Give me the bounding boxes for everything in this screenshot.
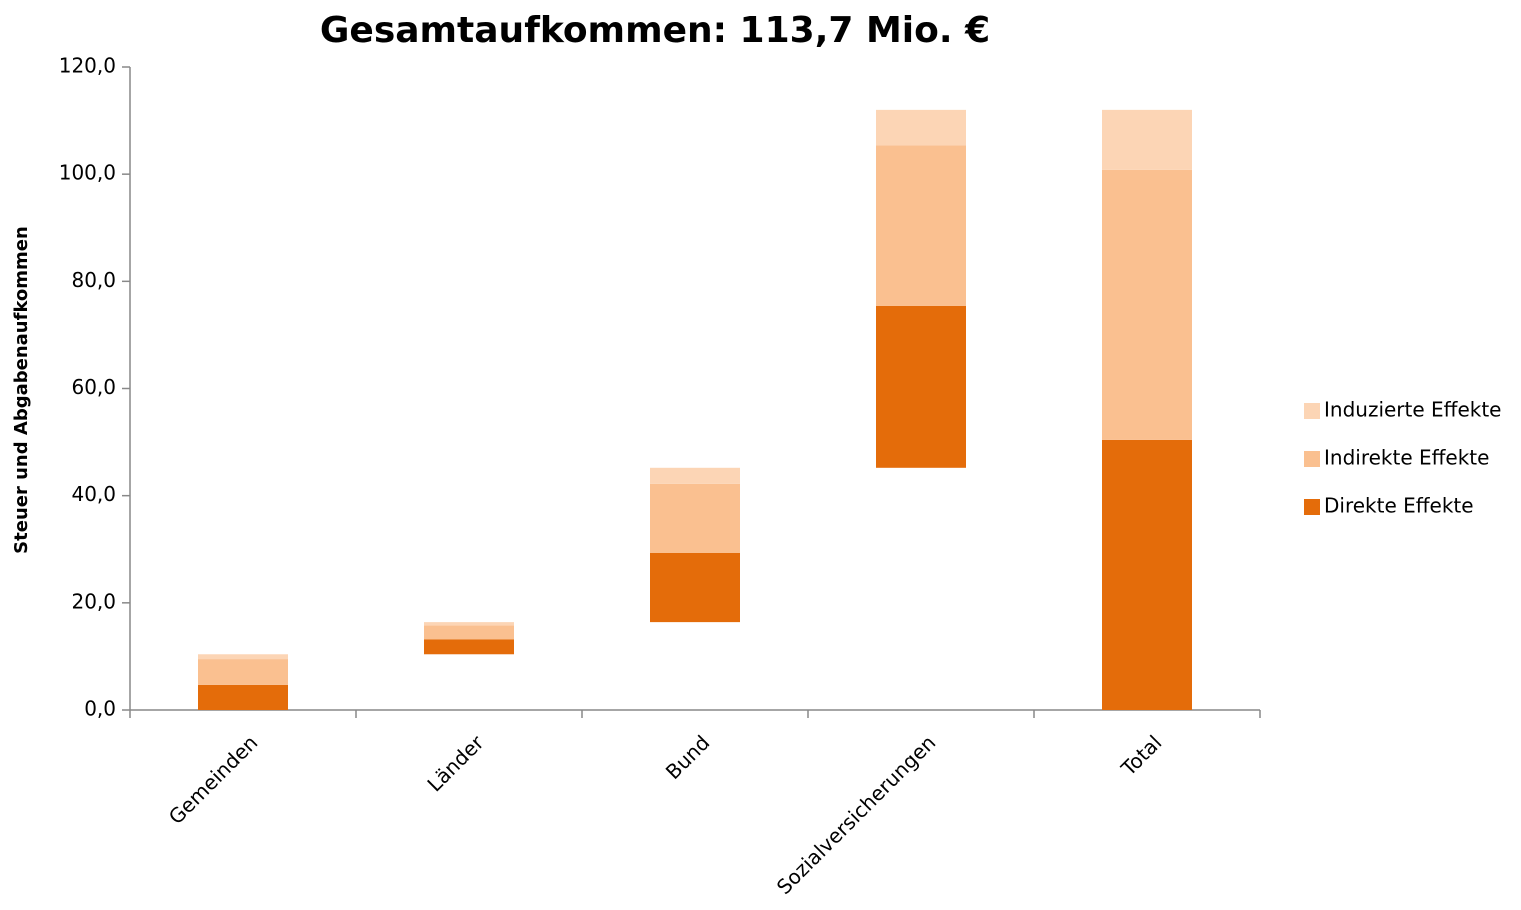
bar-segment — [650, 467, 740, 484]
bar-segment — [876, 305, 966, 468]
legend-label: Induzierte Effekte — [1324, 398, 1501, 422]
y-axis-label: Steuer und Abgabenaufkommen — [11, 226, 32, 554]
x-tick-label: Gemeinden — [164, 730, 263, 829]
legend-label: Direkte Effekte — [1324, 494, 1474, 518]
x-tick-label: Total — [1116, 730, 1167, 781]
bar-segment — [1102, 169, 1192, 440]
bar-segment — [876, 109, 966, 146]
bar-segment — [424, 625, 514, 640]
bar-segment — [424, 622, 514, 626]
y-tick-label: 120,0 — [59, 54, 116, 78]
bar-segment — [650, 553, 740, 623]
y-tick-label: 20,0 — [71, 589, 116, 613]
x-tick-label: Bund — [661, 730, 715, 784]
legend-swatch — [1304, 499, 1320, 515]
chart-title: Gesamtaufkommen: 113,7 Mio. € — [320, 10, 990, 51]
y-tick-label: 40,0 — [71, 482, 116, 506]
bar-segment — [198, 654, 288, 660]
bar-segment — [1102, 439, 1192, 710]
bar-segment — [424, 639, 514, 655]
legend-swatch — [1304, 403, 1320, 419]
y-tick-label: 100,0 — [59, 161, 116, 185]
legend-label: Indirekte Effekte — [1324, 446, 1489, 470]
bar-segment — [876, 145, 966, 306]
legend-swatch — [1304, 451, 1320, 467]
bar-segment — [650, 483, 740, 554]
y-tick-label: 0,0 — [84, 697, 116, 721]
x-tick-label: Sozialversicherungen — [772, 730, 941, 899]
bar-segment — [1102, 109, 1192, 170]
y-tick-label: 60,0 — [71, 375, 116, 399]
bar-segment — [198, 684, 288, 710]
bar-segment — [198, 659, 288, 685]
y-tick-label: 80,0 — [71, 268, 116, 292]
x-tick-label: Länder — [422, 730, 489, 797]
